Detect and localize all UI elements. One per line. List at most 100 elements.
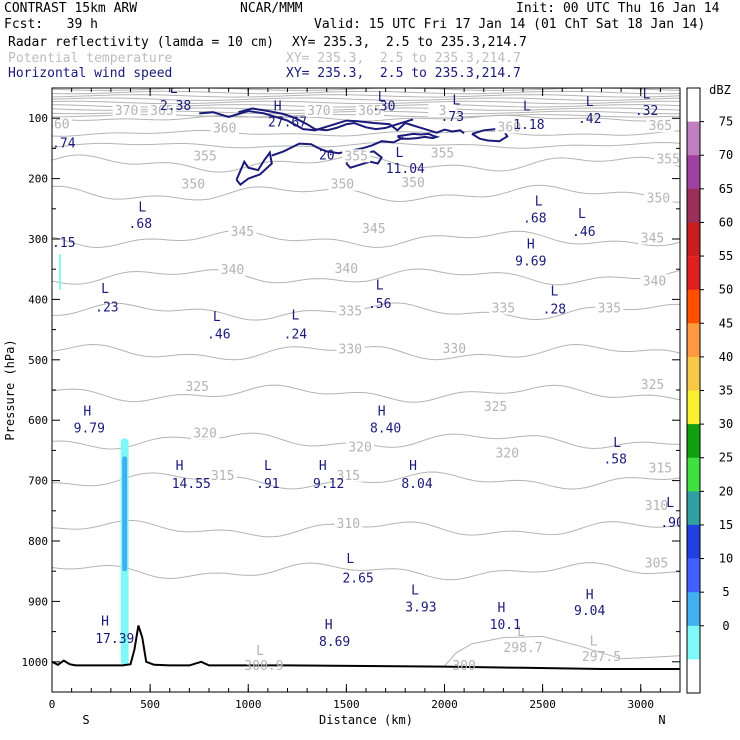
wind-label: 17.39 [95, 632, 134, 647]
wind-label: H [409, 459, 417, 474]
colorbar-swatch [687, 659, 700, 694]
theta-label: 320 [193, 427, 216, 442]
theta-label-bg [334, 517, 363, 531]
theta-contour [52, 114, 680, 122]
theta-label-bg [644, 191, 673, 205]
theta-label-bg [332, 262, 361, 276]
colorbar-swatch [687, 524, 700, 559]
theta-label-bg [640, 274, 669, 288]
wind-label: 8.40 [370, 422, 401, 437]
wind-label: 2.38 [160, 99, 191, 114]
theta-label-bg [428, 104, 457, 117]
theta-label: 3 [439, 104, 447, 119]
colorbar-swatch [687, 222, 700, 257]
colorbar-label: 75 [719, 115, 733, 129]
wind-contour [199, 109, 465, 135]
wind-label: L [411, 584, 419, 599]
theta-label: 345 [641, 231, 664, 246]
colorbar-swatch [687, 323, 700, 358]
theta-label: 310 [337, 517, 360, 532]
contour-labels: 370 365 370 365 3 360 360 360 365 355 355 355 355 350… [46, 82, 680, 674]
wind-label: L [523, 100, 531, 115]
wind-label: L [264, 459, 272, 474]
wind-contour [471, 128, 509, 143]
colorbar-label: 30 [719, 417, 733, 431]
theta-contour [52, 343, 680, 361]
theta-label: 360 [498, 120, 521, 135]
surface-theta-label: 298.7 [503, 641, 542, 656]
colorbar-swatch [687, 424, 700, 458]
theta-label-bg [638, 231, 667, 245]
x-tick-label: 3000 [628, 698, 655, 711]
theta-label-bg [355, 104, 384, 117]
theta-label-bg [334, 468, 363, 482]
wind-label: .56 [368, 297, 391, 312]
wind-label: L [170, 82, 178, 97]
y-tick-label: 900 [28, 595, 48, 608]
wind-contour [396, 132, 441, 140]
theta-label: 355 [431, 146, 454, 161]
wind-label: 9.12 [313, 477, 344, 492]
theta-label-bg [595, 301, 624, 315]
theta-contour [52, 519, 680, 538]
colorbar-swatch [687, 592, 700, 627]
wind-label: .15 [52, 236, 75, 251]
valid-time: Valid: 15 UTC Fri 17 Jan 14 (01 ChT Sat … [314, 17, 706, 32]
theta-contour-upper [52, 100, 680, 105]
x-tick-label: 1500 [333, 698, 360, 711]
theta-label: 350 [401, 176, 424, 191]
colorbar-swatch [687, 256, 700, 290]
theta-label-bg [191, 149, 220, 163]
wind-label: 11.04 [386, 162, 425, 177]
x-axis-label: Distance (km) [319, 713, 413, 727]
theta-label-bg [495, 120, 524, 134]
theta-label: 355 [656, 152, 679, 167]
surface-theta-label: 297.5 [582, 650, 621, 665]
theta-label-bg [346, 440, 375, 454]
wind-label: L [452, 94, 460, 109]
theta-label-bg [336, 342, 365, 356]
theta-label-bg [642, 556, 671, 570]
field-theta-label: Potential temperature [8, 51, 173, 66]
wind-contour [271, 136, 404, 157]
wind-label: .73 [441, 110, 464, 125]
wind-label: L [643, 88, 651, 103]
theta-label-bg [638, 378, 667, 392]
colorbar-label: 25 [719, 451, 733, 465]
theta-label: 360 [213, 122, 236, 137]
theta-label: 360 [46, 117, 69, 132]
wind-label: .42 [578, 112, 601, 127]
wind-label: .46 [572, 225, 595, 240]
colorbar-label: 20 [719, 484, 733, 498]
theta-contour [52, 302, 680, 321]
theta-label-bg [191, 426, 220, 440]
radar-echo [58, 254, 61, 291]
wind-label: 9.04 [574, 604, 605, 619]
wind-label: .91 [256, 477, 279, 492]
theta-label: 325 [484, 400, 507, 415]
y-tick-label: 400 [28, 293, 48, 306]
theta-contour-upper [52, 94, 680, 98]
wind-label: L [578, 207, 586, 222]
wind-label: L [395, 146, 403, 161]
theta-label-bg [399, 175, 428, 189]
theta-label-bg [646, 461, 675, 475]
colorbar-swatch [687, 558, 700, 593]
colorbar-swatch [687, 188, 700, 223]
field-wind-xy: XY= 235.3, 2.5 to 235.3,214.7 [286, 66, 521, 81]
y-axis-label: Pressure (hPa) [3, 339, 17, 440]
theta-label: 315 [337, 469, 360, 484]
theta-label-bg [336, 304, 365, 318]
colorbar-label: 10 [719, 552, 733, 566]
y-tick-label: 300 [28, 233, 48, 246]
theta-label: 310 [645, 499, 668, 514]
x-axis-left-label: S [82, 713, 89, 727]
theta-label: 370 [307, 104, 330, 119]
terrain-line [52, 625, 680, 670]
theta-label-bg [489, 301, 518, 315]
theta-label: 370 [115, 104, 138, 119]
field-radar-xy: XY= 235.3, 2.5 to 235.3,214.7 [292, 35, 527, 50]
field-theta-xy: XY= 235.3, 2.5 to 235.3,214.7 [286, 51, 521, 66]
theta-label: 365 [358, 104, 381, 119]
